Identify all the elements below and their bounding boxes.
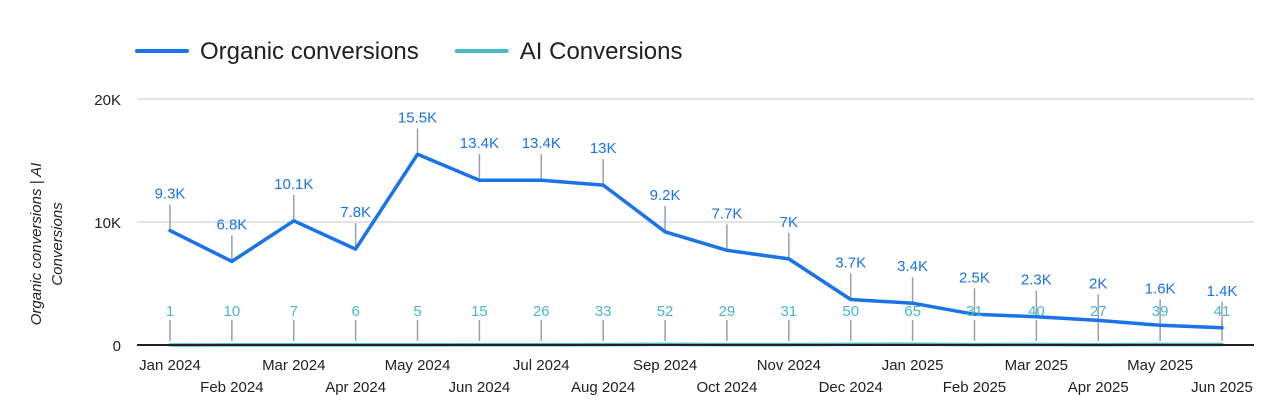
x-tick-label-7: Aug 2024 (571, 379, 635, 396)
x-tick-label-6: Jul 2024 (513, 357, 570, 374)
data-label-1-13: 31 (966, 303, 983, 320)
x-tick-label-0: Jan 2024 (139, 357, 201, 374)
y-tick-label-0: 0 (113, 338, 121, 355)
data-label-0-1: 6.8K (216, 216, 247, 233)
x-tick-label-16: May 2025 (1127, 357, 1193, 374)
y-tick-label-2: 20K (94, 92, 121, 109)
legend-entry-0: Organic conversions (200, 38, 419, 65)
data-label-0-0: 9.3K (155, 186, 186, 203)
x-tick-label-17: Jun 2025 (1191, 379, 1253, 396)
legend: Organic conversions AI Conversions (135, 38, 683, 65)
data-label-1-7: 33 (595, 303, 612, 320)
x-tick-label-2: Mar 2024 (262, 357, 325, 374)
data-label-1-14: 40 (1028, 303, 1045, 320)
x-tick-label-11: Dec 2024 (819, 379, 883, 396)
x-tick-label-1: Feb 2024 (200, 379, 263, 396)
data-label-1-9: 29 (719, 303, 736, 320)
data-label-1-16: 39 (1152, 303, 1169, 320)
grid-lines (137, 98, 1254, 223)
data-label-1-6: 26 (533, 303, 550, 320)
legend-entry-1: AI Conversions (520, 38, 683, 65)
data-label-1-10: 31 (780, 303, 797, 320)
y-axis-title-line-0: Organic conversions | AI (28, 163, 45, 326)
data-label-0-6: 13.4K (522, 135, 561, 152)
data-label-0-9: 7.7K (712, 205, 743, 222)
data-label-0-2: 10.1K (274, 176, 313, 193)
data-label-1-12: 65 (904, 303, 921, 320)
data-label-1-15: 27 (1090, 303, 1107, 320)
x-tick-label-13: Feb 2025 (943, 379, 1006, 396)
data-label-0-5: 13.4K (460, 135, 499, 152)
x-tick-label-15: Apr 2025 (1068, 379, 1129, 396)
data-label-0-10: 7K (780, 214, 798, 231)
data-label-0-17: 1.4K (1207, 283, 1238, 300)
series-line-0 (168, 152, 1224, 330)
data-label-1-4: 5 (413, 303, 421, 320)
data-label-0-15: 2K (1089, 275, 1107, 292)
data-label-0-14: 2.3K (1021, 272, 1052, 289)
label-leader-lines (169, 128, 1223, 341)
data-label-0-11: 3.7K (835, 254, 866, 271)
data-label-0-7: 13K (590, 140, 617, 157)
data-label-1-17: 41 (1214, 303, 1231, 320)
x-tick-label-14: Mar 2025 (1005, 357, 1068, 374)
x-tick-label-9: Oct 2024 (697, 379, 758, 396)
data-label-0-12: 3.4K (897, 258, 928, 275)
y-tick-label-1: 10K (94, 215, 121, 232)
y-axis-title-line-1: Conversions (49, 202, 66, 286)
x-tick-label-10: Nov 2024 (757, 357, 821, 374)
data-label-1-3: 6 (351, 303, 359, 320)
x-tick-label-3: Apr 2024 (325, 379, 386, 396)
data-label-1-2: 7 (290, 303, 298, 320)
data-label-1-8: 52 (657, 303, 674, 320)
x-tick-label-12: Jan 2025 (882, 357, 944, 374)
data-label-0-4: 15.5K (398, 109, 437, 126)
data-label-1-1: 10 (224, 303, 241, 320)
x-tick-label-8: Sep 2024 (633, 357, 697, 374)
x-tick-label-4: May 2024 (385, 357, 451, 374)
data-label-0-16: 1.6K (1145, 280, 1176, 297)
y-axis-title: Organic conversions | AI Conversions (28, 163, 66, 326)
data-label-1-11: 50 (842, 303, 859, 320)
y-axis: 0 10K 20K (94, 92, 121, 355)
data-label-0-13: 2.5K (959, 269, 990, 286)
data-label-1-5: 15 (471, 303, 488, 320)
data-label-1-0: 1 (166, 303, 174, 320)
x-tick-label-5: Jun 2024 (449, 379, 511, 396)
data-label-0-3: 7.8K (340, 204, 371, 221)
series-lines (168, 152, 1224, 347)
data-label-0-8: 9.2K (650, 187, 681, 204)
